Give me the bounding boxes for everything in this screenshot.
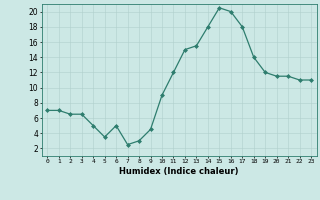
- X-axis label: Humidex (Indice chaleur): Humidex (Indice chaleur): [119, 167, 239, 176]
